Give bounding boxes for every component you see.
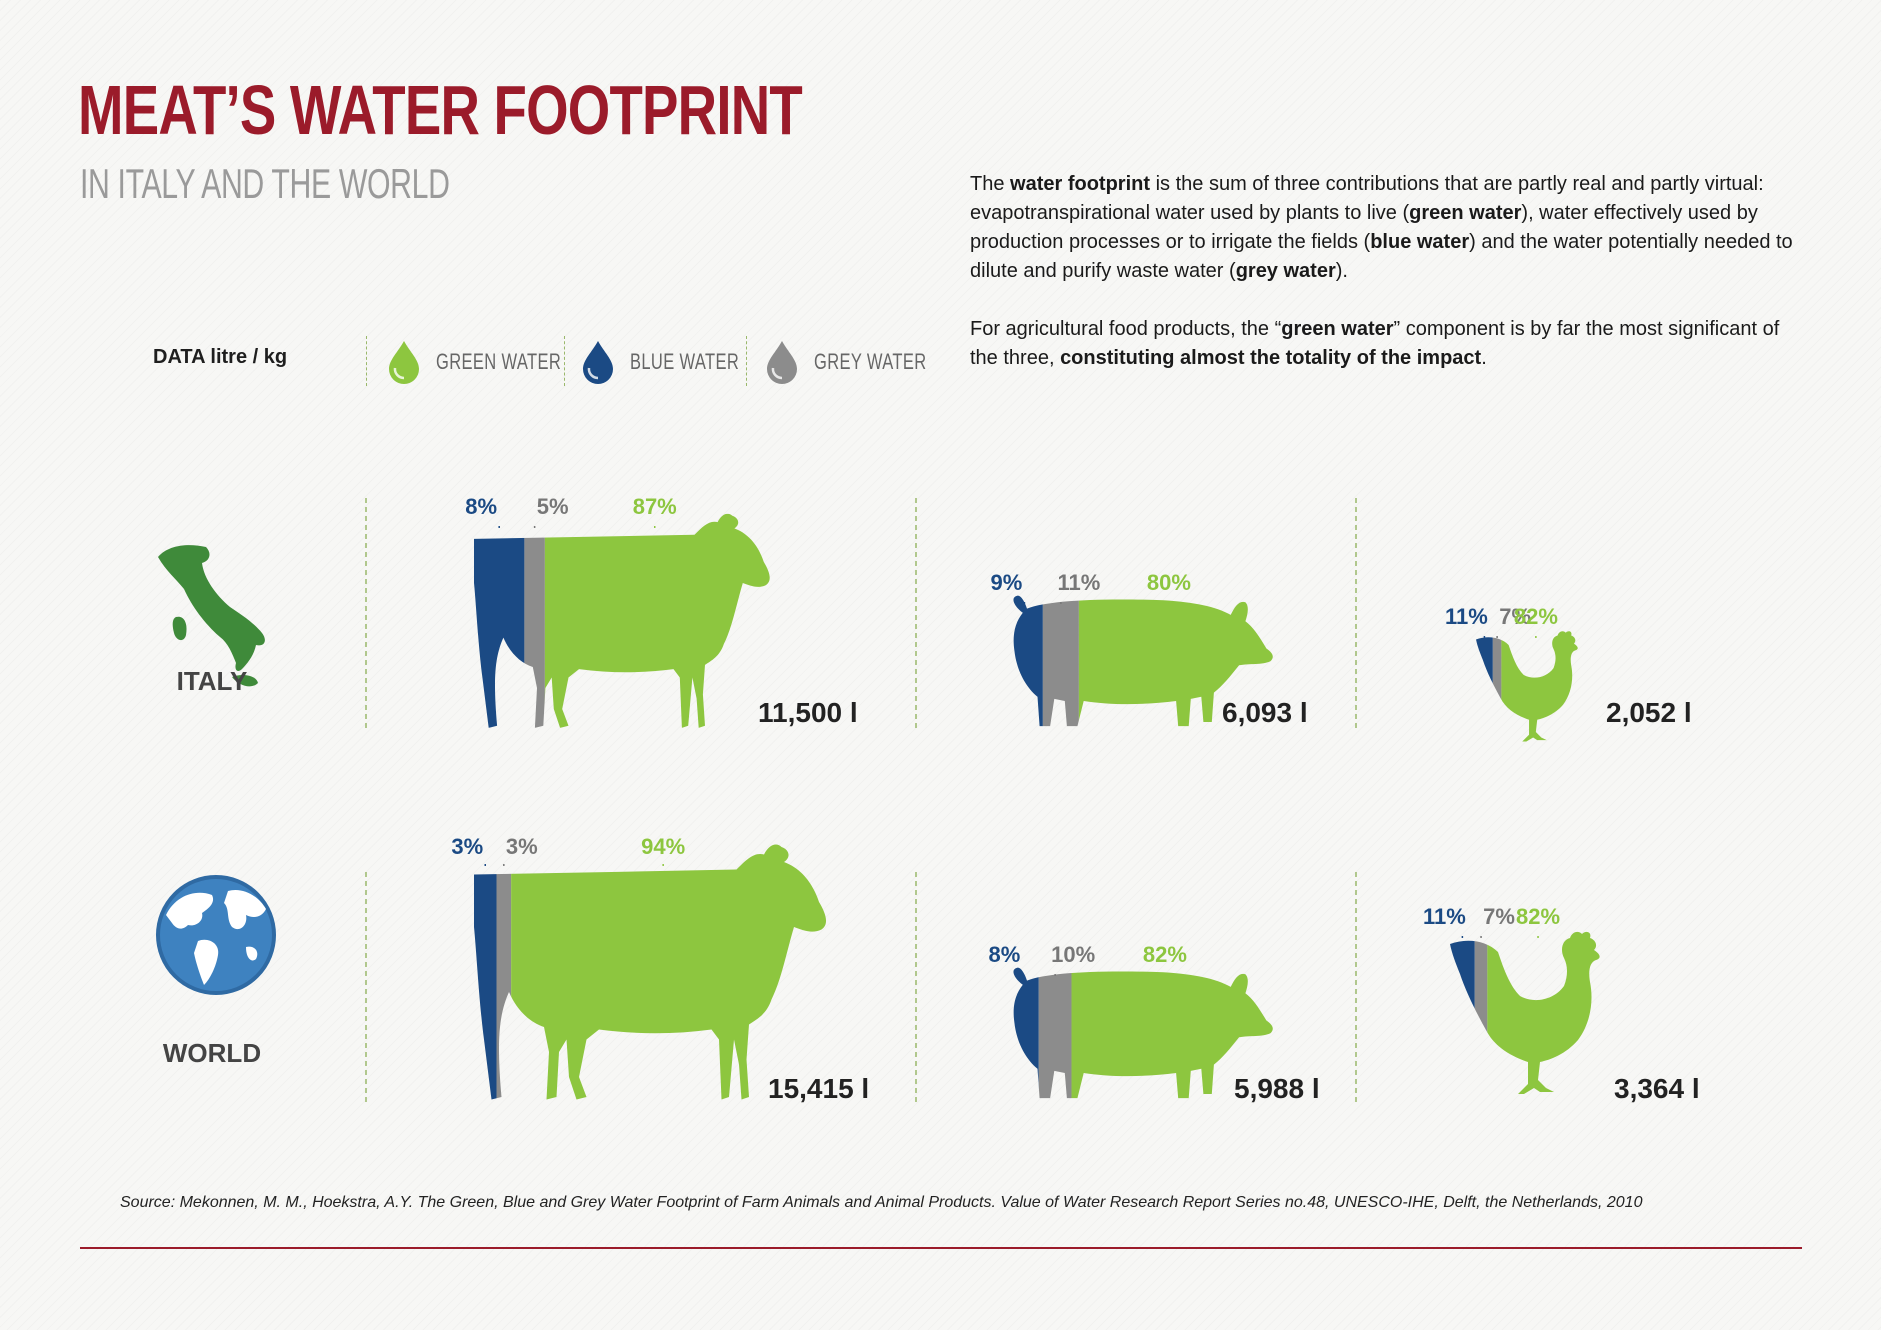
- legend-data-unit-label: DATA litre / kg: [153, 346, 288, 368]
- blue-water-segment: [1013, 595, 1043, 727]
- grey-percent-label: 7%: [1483, 904, 1515, 929]
- total-litres-label: 6,093 l: [1222, 697, 1308, 728]
- animal-pig: [1013, 967, 1273, 1099]
- page-title: MEAT’S WATER FOOTPRINT: [78, 71, 803, 149]
- intro-text: The water footprint is the sum of three …: [970, 170, 1800, 402]
- blue-water-drop-icon: [583, 341, 613, 384]
- total-litres-label: 5,988 l: [1234, 1073, 1320, 1104]
- total-litres-label: 15,415 l: [768, 1073, 869, 1104]
- bottom-divider: [80, 1247, 1802, 1249]
- total-litres-label: 2,052 l: [1606, 697, 1692, 728]
- grey-percent-label: 7%: [1499, 604, 1531, 629]
- intro-paragraph-1: The water footprint is the sum of three …: [970, 170, 1800, 286]
- grey-water-segment: [524, 513, 545, 728]
- green-percent-label: 87%: [633, 494, 677, 519]
- intro-text-run: ).: [1335, 260, 1348, 282]
- total-litres-label: 3,364 l: [1614, 1073, 1700, 1104]
- blue-percent-label: 8%: [988, 942, 1020, 967]
- green-percent-label: 94%: [641, 834, 685, 859]
- intro-bold-term: green water: [1409, 202, 1522, 224]
- grey-percent-label: 3%: [506, 834, 538, 859]
- grey-water-segment: [1492, 631, 1502, 742]
- legend-item-grey-water: GREY WATER: [762, 334, 964, 390]
- grey-water-segment: [1038, 967, 1072, 1099]
- legend-separator: [746, 336, 747, 386]
- legend-label-green-water: GREEN WATER: [436, 349, 562, 374]
- blue-water-segment: [1476, 631, 1493, 742]
- intro-text-run: The: [970, 173, 1011, 195]
- legend-label-blue-water: BLUE WATER: [630, 349, 740, 374]
- intro-paragraph-2: For agricultural food products, the “gre…: [970, 315, 1800, 373]
- blue-percent-label: 9%: [991, 570, 1023, 595]
- green-water-segment: [1501, 631, 1578, 742]
- intro-text-run: is the sum of three contributions that a…: [970, 173, 1764, 224]
- page-subtitle: IN ITALY AND THE WORLD: [80, 160, 450, 207]
- intro-text-run: ” component is by far the most significa…: [970, 318, 1780, 369]
- legend-label-grey-water: GREY WATER: [814, 349, 927, 374]
- intro-text-run: ), water effectively used by production …: [970, 202, 1758, 253]
- animal-chicken: [1476, 631, 1578, 742]
- blue-water-segment: [474, 844, 497, 1100]
- green-water-drop-icon: [389, 341, 419, 384]
- grey-water-segment: [496, 844, 512, 1100]
- intro-text-run: .: [1481, 347, 1487, 369]
- intro-bold-term: constituting almost the totality of the …: [1060, 347, 1482, 369]
- grey-percent-label: 5%: [537, 494, 569, 519]
- blue-water-segment: [474, 513, 525, 728]
- legend-separator: [366, 336, 367, 386]
- blue-percent-label: 11%: [1445, 604, 1488, 629]
- blue-water-segment: [1013, 967, 1039, 1099]
- total-litres-label: 11,500 l: [758, 697, 858, 728]
- animal-pig: [1013, 595, 1273, 727]
- region-label-world: WORLD: [163, 1038, 261, 1068]
- green-percent-label: 80%: [1147, 570, 1191, 595]
- legend-item-green-water: GREEN WATER: [384, 334, 603, 390]
- globe-icon: [156, 875, 276, 995]
- intro-text-run: ) and the water potentially needed to di…: [970, 231, 1793, 282]
- green-percent-label: 82%: [1143, 942, 1187, 967]
- intro-bold-term: grey water: [1235, 260, 1336, 282]
- legend-separator: [564, 336, 565, 386]
- blue-water-segment: [1450, 931, 1475, 1095]
- grey-percent-label: 11%: [1057, 570, 1100, 595]
- grey-percent-label: 10%: [1051, 942, 1095, 967]
- region-label-italy: ITALY: [177, 666, 248, 696]
- intro-text-run: For agricultural food products, the “: [970, 318, 1282, 340]
- grey-water-drop-icon: [767, 341, 797, 384]
- grey-water-segment: [1474, 931, 1488, 1095]
- intro-bold-term: water footprint: [1010, 173, 1151, 195]
- italy-map-icon: [158, 545, 265, 687]
- legend-item-blue-water: BLUE WATER: [578, 334, 776, 390]
- grey-water-segment: [1042, 595, 1079, 727]
- intro-bold-term: green water: [1281, 318, 1394, 340]
- intro-bold-term: blue water: [1370, 231, 1470, 253]
- green-percent-label: 82%: [1516, 904, 1560, 929]
- blue-percent-label: 3%: [451, 834, 483, 859]
- green-percent-label: 82%: [1514, 604, 1558, 629]
- source-citation: Source: Mekonnen, M. M., Hoekstra, A.Y. …: [120, 1194, 1643, 1211]
- blue-percent-label: 11%: [1423, 904, 1466, 929]
- blue-percent-label: 8%: [465, 494, 497, 519]
- green-water-segment: [1071, 967, 1273, 1099]
- green-water-segment: [511, 844, 827, 1100]
